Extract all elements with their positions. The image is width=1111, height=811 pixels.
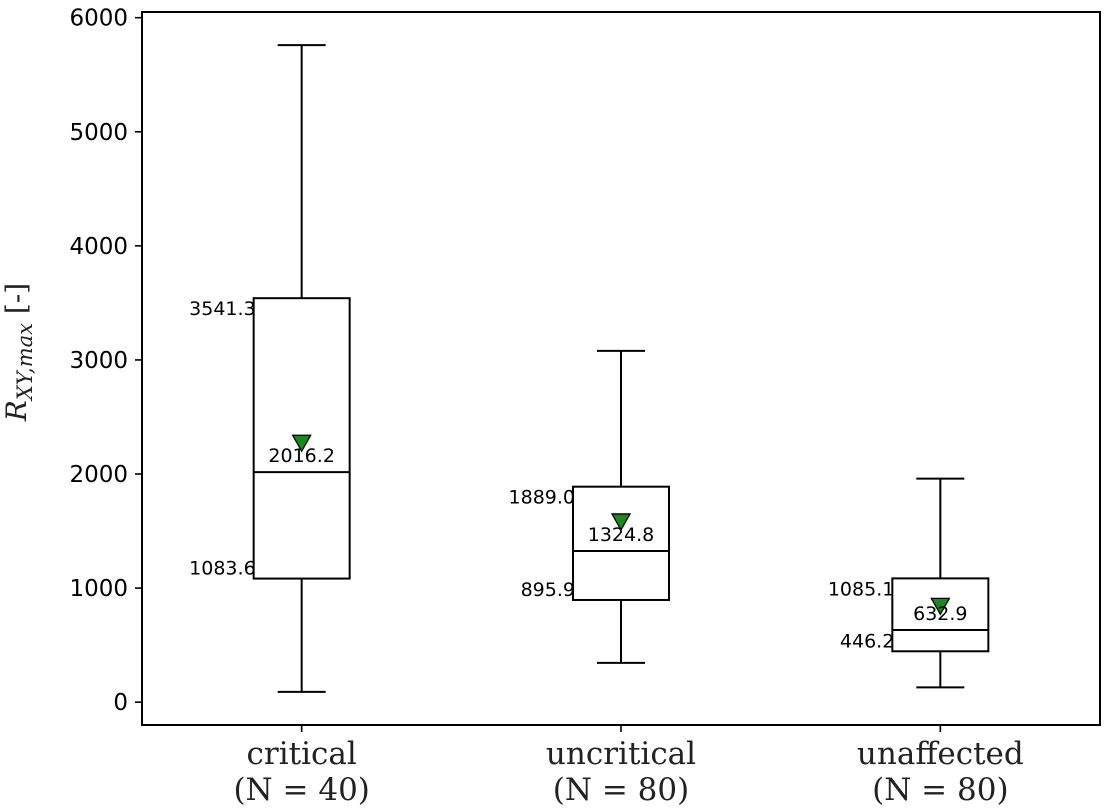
median-label: 1324.8	[588, 524, 654, 546]
y-axis-label-symbol: R	[0, 400, 33, 422]
y-tick-label: 2000	[69, 462, 128, 488]
box-uncritical: 1889.0 895.9 1324.8	[509, 349, 670, 664]
x-category-count: (N = 80)	[872, 772, 1008, 808]
y-tick-label: 5000	[69, 120, 128, 146]
y-axis-label: RXY,max [-]	[0, 283, 37, 422]
y-tick-label: 1000	[69, 576, 128, 602]
box-group: 3541.3 1083.6 2016.2 1889.0 895.9 1324.8 1085.…	[189, 44, 990, 693]
q1-label: 446.2	[840, 630, 894, 652]
y-tick-label: 3000	[69, 348, 128, 374]
box-critical: 3541.3 1083.6 2016.2	[189, 44, 351, 693]
median-label: 632.9	[913, 603, 967, 625]
x-category-label: uncritical	[546, 736, 696, 772]
y-tick-label: 0	[113, 690, 128, 716]
x-category-label: critical	[247, 736, 357, 772]
q3-label: 1085.1	[828, 578, 894, 600]
iqr-box	[891, 577, 990, 653]
mean-marker	[930, 597, 951, 616]
x-category-label: unaffected	[857, 736, 1024, 772]
q1-label: 895.9	[521, 579, 575, 601]
x-axis: critical(N = 40)uncritical(N = 80)unaffe…	[233, 725, 1024, 808]
box-unaffected: 1085.1 446.2 632.9	[828, 477, 990, 689]
y-tick-label: 6000	[69, 6, 128, 32]
y-axis-label-subscript: XY,max	[13, 323, 37, 402]
q1-label: 1083.6	[189, 558, 255, 580]
y-axis-label-unit: [-]	[0, 283, 33, 323]
y-tick-label: 4000	[69, 234, 128, 260]
median-label: 2016.2	[268, 445, 334, 467]
x-category-count: (N = 40)	[233, 772, 369, 808]
iqr-box	[572, 485, 670, 601]
y-axis: 0 1000 2000 3000 4000 5000 6000	[69, 6, 142, 716]
q3-label: 1889.0	[509, 487, 575, 509]
mean-marker	[610, 513, 632, 532]
x-category-count: (N = 80)	[553, 772, 689, 808]
iqr-box	[252, 297, 351, 580]
q3-label: 3541.3	[189, 298, 255, 320]
mean-marker	[291, 434, 312, 453]
